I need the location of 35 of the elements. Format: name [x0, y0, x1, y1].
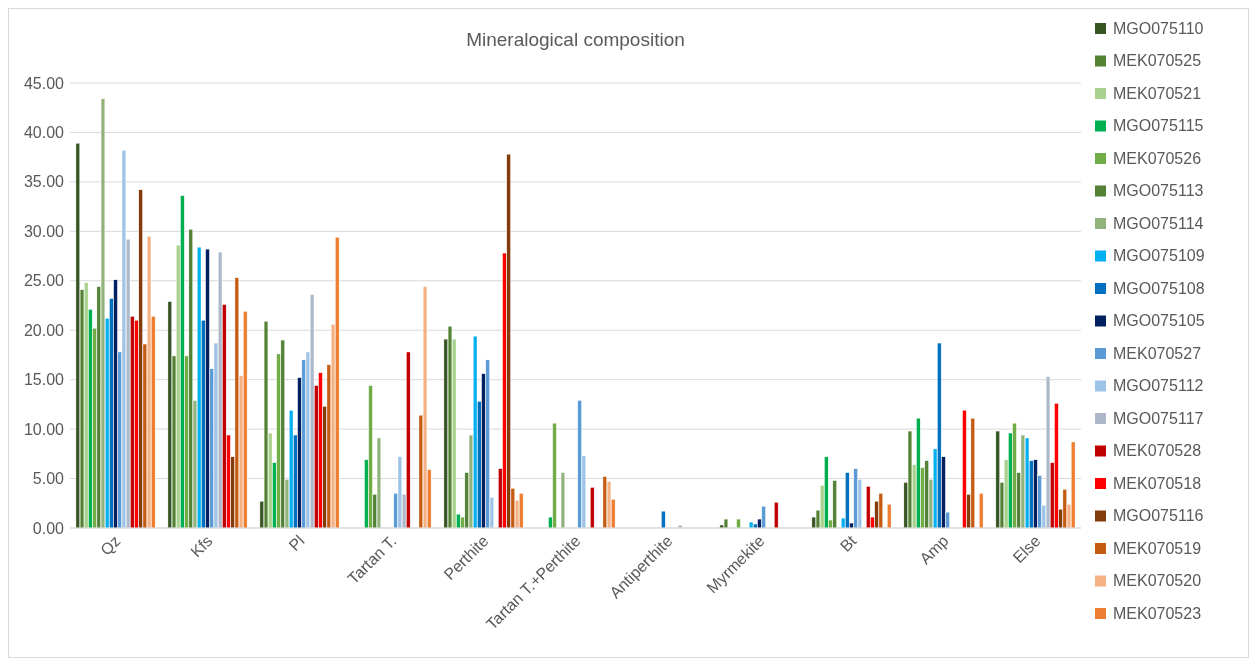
legend-label: MGO075115: [1113, 117, 1204, 135]
legend-label: MGO075112: [1113, 377, 1204, 395]
legend-label: MEK070523: [1113, 604, 1202, 622]
legend-label: MEK070526: [1113, 149, 1202, 167]
y-tick-label: 0.00: [32, 519, 65, 537]
y-tick-label: 10.00: [23, 420, 65, 438]
y-tick-label: 35.00: [23, 173, 65, 191]
x-tick-label: Kfs: [187, 532, 216, 561]
x-tick-label: Qz: [97, 532, 124, 559]
x-tick-label: Bt: [836, 531, 860, 555]
legend-label: MGO075109: [1113, 247, 1205, 265]
legend-label: MGO075116: [1113, 507, 1204, 525]
x-tick-label: Else: [1009, 532, 1044, 567]
legend-label: MEK070525: [1113, 52, 1202, 70]
legend-label: MEK070528: [1113, 442, 1202, 460]
x-tick-label: Pl: [285, 532, 308, 555]
legend-label: MGO075105: [1113, 312, 1205, 330]
legend-label: MEK070521: [1113, 84, 1202, 102]
y-tick-label: 30.00: [23, 222, 65, 240]
legend-label: MEK070527: [1113, 344, 1202, 362]
legend-label: MGO075108: [1113, 279, 1205, 297]
chart-title: Mineralogical composition: [466, 29, 685, 50]
legend-label: MEK070520: [1113, 572, 1202, 590]
legend-label: MEK070519: [1113, 539, 1202, 557]
legend-label: MGO075117: [1113, 409, 1204, 427]
y-tick-label: 40.00: [23, 124, 65, 142]
y-tick-label: 45.00: [23, 74, 65, 92]
y-tick-label: 20.00: [23, 321, 65, 339]
legend-label: MGO075113: [1113, 182, 1204, 200]
y-tick-label: 25.00: [23, 272, 65, 290]
legend-label: MEK070518: [1113, 474, 1202, 492]
legend-label: MGO075110: [1113, 19, 1204, 37]
y-tick-label: 5.00: [32, 470, 65, 488]
y-tick-label: 15.00: [23, 371, 65, 389]
legend-label: MGO075114: [1113, 214, 1204, 232]
